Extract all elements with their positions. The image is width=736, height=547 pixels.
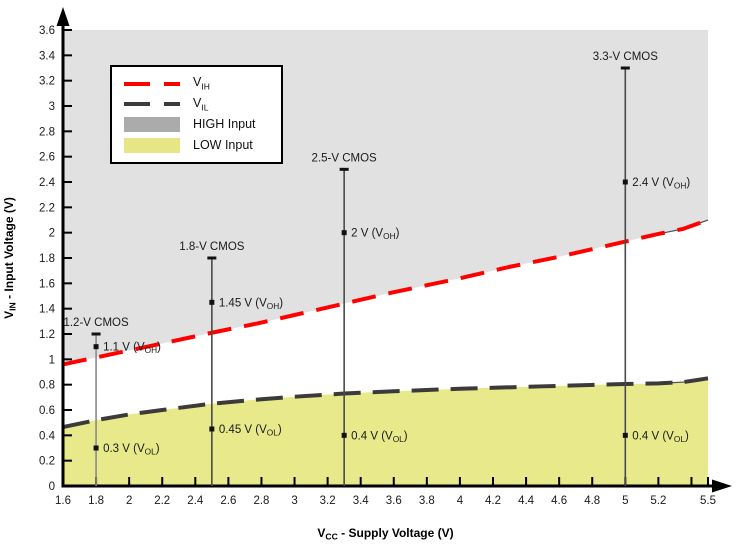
x-tick-label: 3.6 xyxy=(386,495,402,507)
y-tick-label: 2.4 xyxy=(39,177,56,189)
x-tick-label: 4.8 xyxy=(584,495,600,507)
y-tick-label: 2.8 xyxy=(39,126,55,138)
x-tick-label: 2 xyxy=(126,495,132,507)
vol-label: 0.4 V (VOL) xyxy=(632,430,689,444)
voh-marker xyxy=(209,299,215,305)
low-input-swatch xyxy=(124,137,180,153)
vih-line-sample xyxy=(124,81,180,86)
line-top-cap xyxy=(339,167,349,171)
line-top-cap xyxy=(207,256,217,260)
x-tick-label: 2.6 xyxy=(220,495,236,507)
axes xyxy=(56,7,732,493)
legend-item-high-input: HIGH Input xyxy=(124,117,277,133)
high-input-swatch xyxy=(124,117,180,133)
y-tick-label: 3.2 xyxy=(39,76,55,88)
y-tick-label: 1.8 xyxy=(39,253,55,265)
y-ticks: 0 0.2 0.4 0.6 0.8 1 1.2 1.4 1.6 1.8 2 2.2 2.4 2.6 2.8 3… xyxy=(39,25,72,493)
voh-marker xyxy=(93,344,99,350)
x-tick-label: 3.2 xyxy=(320,495,336,507)
x-tick-label: 3 xyxy=(291,495,297,507)
y-axis-title: VIN - Input Voltage (V) xyxy=(2,197,18,319)
voh-label: 2.4 V (VOH) xyxy=(632,177,690,191)
voh-marker xyxy=(622,179,628,185)
vil-line-sample xyxy=(124,102,180,107)
x-tick-label: 3.4 xyxy=(353,495,370,507)
legend-label-low-input: LOW Input xyxy=(193,137,253,152)
standard-2-5-v-cmos: 2.5-V CMOS 2 V (VOH) 0.4 V (VOL) xyxy=(312,152,408,486)
y-tick-label: 0.8 xyxy=(39,380,55,392)
x-tick-label: 2.4 xyxy=(187,495,204,507)
x-tick-label: 4 xyxy=(457,495,464,507)
legend-label-vil: VIL xyxy=(193,95,209,113)
vih-curve xyxy=(62,218,709,367)
voh-marker xyxy=(341,230,347,236)
standard-3-3-v-cmos: 3.3-V CMOS 2.4 V (VOH) 0.4 V (VOL) xyxy=(593,51,690,486)
x-tick-label: 4.4 xyxy=(518,495,535,507)
voh-label: 1.1 V (VOH) xyxy=(103,342,161,356)
x-tick-label: 1.8 xyxy=(88,495,104,507)
standard-1-2-v-cmos: 1.2-V CMOS 1.1 V (VOH) 0.3 V (VOL) xyxy=(63,317,161,486)
legend-label-high-input: HIGH Input xyxy=(193,117,256,132)
x-tick-label: 5.5 xyxy=(700,495,716,507)
standard-1-8-v-cmos: 1.8-V CMOS 1.45 V (VOH) 0.45 V (VOL) xyxy=(179,241,283,486)
x-tick-label: 1.6 xyxy=(55,495,71,507)
x-axis-arrow-icon xyxy=(712,479,732,493)
y-tick-label: 2.2 xyxy=(39,202,55,214)
x-ticks: 1.6 1.8 2 2.2 2.4 2.6 2.8 3 3.2 3.4 3.6 3.8 4 4.2 4.4 4… xyxy=(55,477,716,507)
y-tick-label: 1.2 xyxy=(39,329,55,341)
y-tick-label: 0 xyxy=(49,481,55,493)
x-axis-title: VCC - Supply Voltage (V) xyxy=(317,526,453,542)
legend: VIH VIL HIGH Input LOW Input xyxy=(110,65,283,164)
y-axis-arrow-icon xyxy=(56,7,70,26)
x-tick-label: 5.2 xyxy=(650,495,666,507)
vol-label: 0.3 V (VOL) xyxy=(103,443,160,457)
cmos-title: 2.5-V CMOS xyxy=(312,152,378,164)
voh-label: 2 V (VOH) xyxy=(351,228,399,242)
y-tick-label: 2 xyxy=(49,228,55,240)
y-tick-label: 0.6 xyxy=(39,405,55,417)
x-tick-label: 2.8 xyxy=(253,495,269,507)
vol-label: 0.45 V (VOL) xyxy=(219,424,282,438)
x-tick-label: 4.6 xyxy=(551,495,567,507)
vol-marker xyxy=(209,426,215,432)
vol-marker xyxy=(93,445,99,451)
y-tick-label: 1.6 xyxy=(39,278,55,290)
y-tick-label: 2.6 xyxy=(39,152,55,164)
y-tick-label: 0.2 xyxy=(39,456,55,468)
line-top-cap xyxy=(620,66,630,70)
vol-label: 0.4 V (VOL) xyxy=(351,430,408,444)
y-tick-label: 0.4 xyxy=(39,430,56,442)
legend-item-vih: VIH xyxy=(124,76,277,91)
legend-item-vil: VIL xyxy=(124,97,277,112)
y-tick-label: 1 xyxy=(49,354,55,366)
cmos-title: 1.8-V CMOS xyxy=(179,241,245,253)
legend-label-vih: VIH xyxy=(193,75,210,92)
voh-label: 1.45 V (VOH) xyxy=(219,297,283,311)
x-tick-label: 2.2 xyxy=(154,495,170,507)
y-tick-label: 3.6 xyxy=(39,25,55,37)
low-input-region xyxy=(63,378,708,486)
x-tick-label: 5 xyxy=(622,495,628,507)
vol-marker xyxy=(622,432,628,438)
y-tick-label: 3.4 xyxy=(39,50,56,62)
cmos-title: 1.2-V CMOS xyxy=(63,317,129,329)
y-tick-label: 1.4 xyxy=(39,304,56,316)
x-tick-label: 4.2 xyxy=(485,495,501,507)
legend-item-low-input: LOW Input xyxy=(124,137,277,153)
cmos-title: 3.3-V CMOS xyxy=(593,51,659,63)
y-tick-label: 3 xyxy=(49,101,55,113)
x-tick-label: 3.8 xyxy=(419,495,435,507)
line-top-cap xyxy=(91,332,101,336)
vol-marker xyxy=(341,432,347,438)
